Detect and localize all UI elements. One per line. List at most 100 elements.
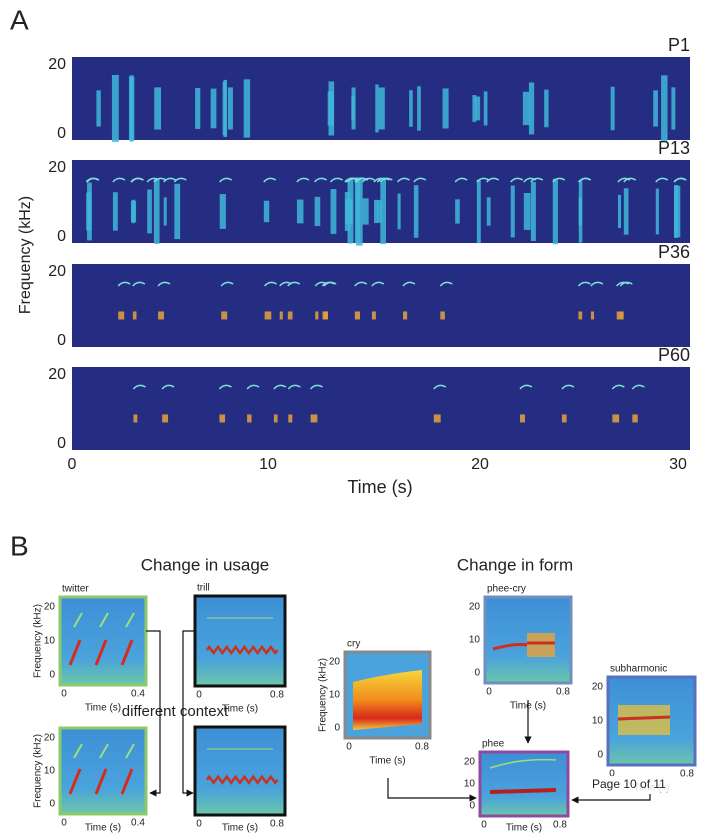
call xyxy=(409,90,413,127)
y-tick-label: 10 xyxy=(592,716,604,727)
x-tick-label: 0.8 xyxy=(553,820,567,831)
y-tick-label: 20 xyxy=(48,159,66,176)
y-tick-label: 0 xyxy=(469,801,475,812)
x-tick-label: 30 xyxy=(669,456,687,473)
call xyxy=(153,178,160,244)
call xyxy=(129,75,134,142)
call xyxy=(522,91,530,126)
harmonic xyxy=(130,177,144,183)
harmonic xyxy=(346,177,360,183)
harmonic xyxy=(273,384,287,390)
call xyxy=(120,639,134,666)
x-tick-label: 20 xyxy=(471,456,489,473)
call xyxy=(623,188,629,235)
call xyxy=(99,612,109,628)
call xyxy=(442,88,449,129)
call xyxy=(653,90,658,127)
harmonic xyxy=(673,177,687,183)
call xyxy=(147,189,152,234)
y-axis-label: Frequency (kHz) xyxy=(318,658,329,732)
call xyxy=(527,633,555,657)
call xyxy=(433,414,441,423)
call xyxy=(655,188,659,235)
call xyxy=(195,87,201,129)
harmonic xyxy=(379,177,393,183)
spectrogram-title: phee-cry xyxy=(487,584,526,595)
call xyxy=(73,612,83,628)
call xyxy=(617,194,622,229)
harmonic xyxy=(489,758,557,769)
harmonic xyxy=(310,384,323,390)
page-footer: Page 10 of 11 xyxy=(592,777,666,791)
harmonic xyxy=(590,281,604,287)
call xyxy=(219,194,226,229)
harmonic xyxy=(112,177,126,183)
row-label: P36 xyxy=(658,242,690,262)
y-tick-label: 20 xyxy=(469,602,481,613)
call xyxy=(68,768,82,795)
x-tick-label: 0 xyxy=(196,690,202,701)
spectrogram-title: subharmonic xyxy=(610,664,667,675)
harmonic xyxy=(616,281,630,287)
y-tick-label: 20 xyxy=(464,757,476,768)
x-tick-label: 0.8 xyxy=(415,742,429,753)
call xyxy=(162,414,169,423)
x-tick-label: 0 xyxy=(486,687,492,698)
harmonic xyxy=(117,281,131,287)
call xyxy=(219,414,225,423)
call xyxy=(287,311,293,320)
y-tick-label: 0 xyxy=(474,668,480,679)
context-label: different context xyxy=(122,703,229,720)
y-tick-label: 20 xyxy=(592,682,604,693)
x-tick-label: 0.8 xyxy=(556,687,570,698)
harmonic xyxy=(219,177,233,183)
call xyxy=(347,179,354,244)
call xyxy=(330,189,337,234)
call xyxy=(314,196,321,227)
connector xyxy=(146,630,161,797)
x-tick-label: 0 xyxy=(61,818,67,829)
harmonic xyxy=(623,177,637,183)
call xyxy=(356,177,363,246)
harmonic xyxy=(396,177,410,183)
harmonic xyxy=(631,384,645,390)
harmonic xyxy=(323,281,337,287)
call xyxy=(552,178,558,245)
y-tick-label: 10 xyxy=(464,779,476,790)
arrow xyxy=(571,794,651,804)
x-axis-label: Time (s) xyxy=(85,823,121,834)
call xyxy=(210,88,217,129)
x-tick-label: 0 xyxy=(609,769,615,780)
harmonic xyxy=(263,177,277,183)
row-label: P1 xyxy=(668,35,690,55)
y-tick-label: 0 xyxy=(57,332,66,349)
y-tick-label: 0 xyxy=(57,125,66,142)
harmonic xyxy=(611,384,625,390)
call xyxy=(374,199,379,224)
x-tick-label: 0.8 xyxy=(270,819,284,830)
y-tick-label: 10 xyxy=(469,635,481,646)
row-label: P13 xyxy=(658,138,690,158)
y-axis-label: Frequency (kHz) xyxy=(17,196,34,314)
harmonic xyxy=(163,177,177,183)
spectrogram xyxy=(193,594,287,688)
call xyxy=(205,644,279,656)
call xyxy=(544,89,549,128)
call xyxy=(133,414,138,423)
call xyxy=(489,788,557,794)
y-tick-label: 20 xyxy=(48,366,66,383)
harmonic xyxy=(530,177,544,183)
call xyxy=(403,311,408,320)
call xyxy=(223,79,228,138)
harmonic xyxy=(361,177,375,183)
harmonic xyxy=(86,177,100,183)
x-tick-label: 10 xyxy=(259,456,277,473)
y-tick-label: 20 xyxy=(44,733,56,744)
harmonic xyxy=(264,281,278,287)
call xyxy=(417,86,421,131)
section-title: Change in form xyxy=(457,555,573,574)
call xyxy=(353,670,422,730)
harmonic xyxy=(578,177,592,183)
call xyxy=(492,643,528,651)
call xyxy=(132,311,137,320)
